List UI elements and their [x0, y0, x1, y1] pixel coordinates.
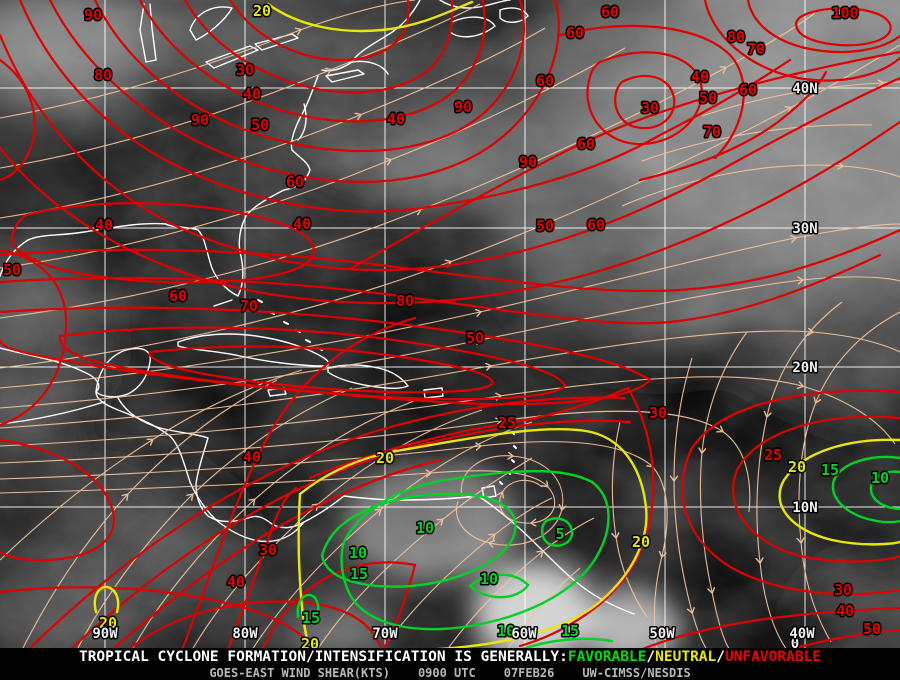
latitude-label: 40N: [792, 81, 817, 97]
product-name: GOES-EAST WIND SHEAR(KTS): [209, 665, 390, 680]
shear-contour-label: 50: [699, 89, 717, 107]
shear-contour-label: 30: [834, 581, 852, 599]
shear-contour-label: 80: [396, 292, 414, 310]
shear-contour-label: 10: [349, 544, 367, 562]
legend-favorable: FAVORABLE: [567, 649, 647, 665]
longitude-label: 90W: [92, 626, 118, 642]
longitude-label: 70W: [372, 626, 398, 642]
shear-contour-label: 50: [536, 217, 554, 235]
shear-contour-label: 40: [227, 573, 245, 591]
latitude-label: 0: [791, 636, 799, 650]
shear-contour-label: 10: [497, 622, 515, 640]
shear-contour-label: 40: [243, 448, 261, 466]
shear-contour-label: 90: [191, 111, 209, 129]
legend-separator-2: /: [716, 649, 725, 665]
shear-contour-label: 60: [169, 287, 187, 305]
shear-contour-label: 25: [764, 446, 782, 464]
shear-contour-label: 70: [703, 123, 721, 141]
shear-contour-label: 10: [480, 570, 498, 588]
shear-contour-label: 60: [739, 81, 757, 99]
shear-contour-label: 40: [95, 216, 113, 234]
shear-contour-label: 80: [727, 28, 745, 46]
latitude-label: 10N: [792, 500, 817, 516]
product-credit-line: GOES-EAST WIND SHEAR(KTS) 0900 UTC 07FEB26…: [0, 667, 900, 679]
shear-contour-label: 60: [601, 3, 619, 21]
shear-contour-label: 15: [302, 609, 320, 627]
shear-contour-label: 20: [253, 2, 271, 20]
shear-contour-label: 30: [236, 61, 254, 79]
shear-contour-label: 40: [387, 110, 405, 128]
shear-contour-label: 20: [301, 635, 319, 650]
shear-contour-label: 40: [691, 68, 709, 86]
legend-prefix: TROPICAL CYCLONE FORMATION/INTENSIFICATI…: [78, 649, 568, 665]
shear-contour-label: 30: [641, 99, 659, 117]
analysis-date: 07FEB26: [503, 665, 555, 680]
latitude-label: 30N: [792, 221, 817, 237]
shear-contour-label: 70: [747, 40, 765, 58]
shear-contour-label: 90: [454, 98, 472, 116]
shear-contour-label: 50: [466, 329, 484, 347]
shear-contour-label: 40: [293, 215, 311, 233]
satellite-background: [0, 0, 900, 650]
legend-neutral: NEUTRAL: [655, 649, 717, 665]
shear-contour-label: 40: [243, 85, 261, 103]
shear-contour-label: 80: [94, 66, 112, 84]
shear-contour-label: 90: [519, 153, 537, 171]
latitude-label: 20N: [792, 360, 817, 376]
analysis-time: 0900 UTC: [417, 665, 476, 680]
shear-contour-label: 100: [831, 4, 858, 22]
shear-contour-label: 20: [99, 614, 117, 632]
shear-contour-label: 60: [577, 135, 595, 153]
shear-contour-label: 70: [240, 297, 258, 315]
shear-contour-label: 30: [649, 404, 667, 422]
longitude-label: 80W: [232, 626, 258, 642]
shear-contour-label: 60: [536, 72, 554, 90]
shear-contour-label: 20: [376, 449, 394, 467]
longitude-label: 60W: [511, 626, 537, 642]
shear-contour-label: 40: [836, 602, 854, 620]
longitude-label: 50W: [649, 626, 675, 642]
shear-contour-label: 50: [3, 261, 21, 279]
legend-unfavorable: UNFAVORABLE: [725, 649, 822, 665]
shear-contour-label: 15: [821, 461, 839, 479]
legend-line: TROPICAL CYCLONE FORMATION/INTENSIFICATI…: [0, 650, 900, 665]
shear-contour-label: 60: [566, 24, 584, 42]
shear-contour-label: 20: [632, 533, 650, 551]
shear-contour-label: 15: [350, 565, 368, 583]
shear-contour-label: 60: [286, 173, 304, 191]
shear-contour-label: 30: [259, 541, 277, 559]
shear-contour-label: 25: [498, 414, 516, 432]
longitude-label: 40W: [789, 626, 815, 642]
shear-contour-label: 15: [561, 622, 579, 640]
shear-contours-low: [296, 455, 900, 650]
shear-contour-label: 10: [416, 519, 434, 537]
shear-contour-label: 60: [587, 216, 605, 234]
shear-contours-high: [0, 0, 900, 650]
streamlines: [0, 0, 900, 650]
legend-separator-1: /: [646, 649, 656, 665]
shear-contour-label: 20: [788, 458, 806, 476]
shear-contour-label: 90: [84, 6, 102, 24]
legend-footer: TROPICAL CYCLONE FORMATION/INTENSIFICATI…: [0, 648, 900, 680]
shear-contour-label: 10: [871, 469, 889, 487]
shear-contour-label: 50: [863, 620, 881, 638]
credit: UW-CIMSS/NESDIS: [582, 665, 691, 680]
shear-contour-label: 50: [251, 116, 269, 134]
shear-contour-label: 5: [555, 525, 564, 543]
